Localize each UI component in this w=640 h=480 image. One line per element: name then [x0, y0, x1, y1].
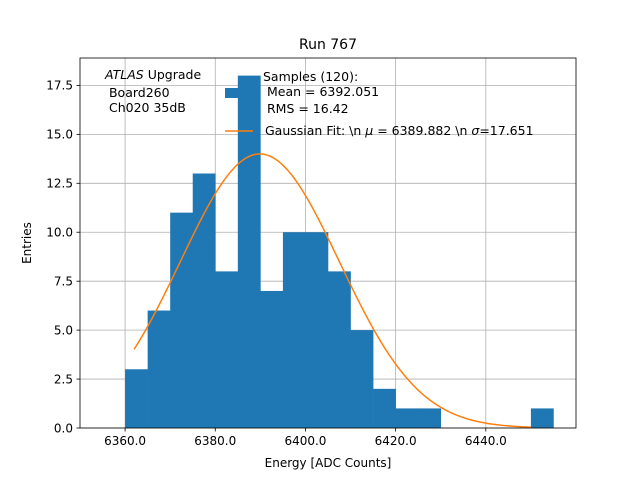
- histogram-bar: [147, 310, 171, 428]
- atlas-label-upgrade: Upgrade: [144, 67, 202, 82]
- legend-fit-prefix: Gaussian Fit: \n: [265, 123, 365, 138]
- histogram-bar: [260, 290, 284, 428]
- y-tick-label: 5.0: [54, 323, 73, 337]
- histogram-bar: [305, 232, 329, 428]
- y-axis-label: Entries: [20, 222, 34, 264]
- x-tick-label: 6400.0: [284, 434, 326, 448]
- legend-fit-mu-value: = 6389.882 \n: [373, 123, 471, 138]
- histogram-bar: [350, 330, 374, 428]
- atlas-label-italic: ATLAS: [104, 67, 144, 82]
- atlas-label: ATLAS Upgrade: [104, 67, 201, 82]
- legend-hist-label-line2: Mean = 6392.051: [263, 84, 379, 99]
- y-tick-label: 15.0: [46, 128, 73, 142]
- axis-ticks: 6360.0 6380.0 6400.0 6420.0 6440.0 0.0 2.5 5.0 7…: [46, 79, 507, 448]
- histogram-bar: [170, 212, 194, 428]
- y-tick-label: 2.5: [54, 372, 73, 386]
- histogram-bar: [328, 271, 351, 428]
- legend-fit-mu-symbol: μ: [364, 123, 373, 138]
- histogram-bar: [125, 369, 148, 428]
- histogram-bar: [282, 232, 306, 428]
- x-tick-label: 6380.0: [194, 434, 236, 448]
- y-tick-label: 7.5: [54, 274, 73, 288]
- legend-fit-label: Gaussian Fit: \n μ = 6389.882 \n σ=17.65…: [265, 123, 534, 138]
- legend-hist-label-line3: RMS = 16.42: [263, 101, 349, 116]
- legend-fit-sigma-value: =17.651: [479, 123, 533, 138]
- y-tick-label: 12.5: [46, 177, 73, 191]
- board-label: Board260: [105, 85, 170, 100]
- legend: Samples (120): Mean = 6392.051 RMS = 16.…: [225, 69, 534, 138]
- x-axis-label: Energy [ADC Counts]: [265, 456, 392, 470]
- x-tick-label: 6360.0: [104, 434, 146, 448]
- legend-fit-sigma-symbol: σ: [471, 123, 480, 138]
- gaussian-fit-line: [133, 153, 531, 428]
- y-tick-label: 17.5: [46, 79, 73, 93]
- histogram-bar: [395, 408, 419, 428]
- histogram-bar: [373, 388, 396, 428]
- x-tick-label: 6440.0: [465, 434, 507, 448]
- histogram-bar: [192, 173, 216, 428]
- plot-frame: [79, 57, 577, 429]
- legend-hist-swatch: [225, 88, 253, 98]
- x-tick-label: 6420.0: [375, 434, 417, 448]
- histogram-bars: [125, 75, 554, 428]
- histogram-bar: [237, 75, 261, 428]
- channel-label: Ch020 35dB: [105, 100, 186, 115]
- histogram-bar: [530, 408, 554, 428]
- fit-line-layer: [133, 153, 531, 428]
- y-tick-label: 0.0: [54, 421, 73, 435]
- histogram-bar: [215, 271, 239, 428]
- histogram-bar: [418, 408, 442, 428]
- chart-title: Run 767: [299, 37, 357, 53]
- y-tick-label: 10.0: [46, 226, 73, 240]
- legend-hist-label-line1: Samples (120):: [263, 69, 358, 84]
